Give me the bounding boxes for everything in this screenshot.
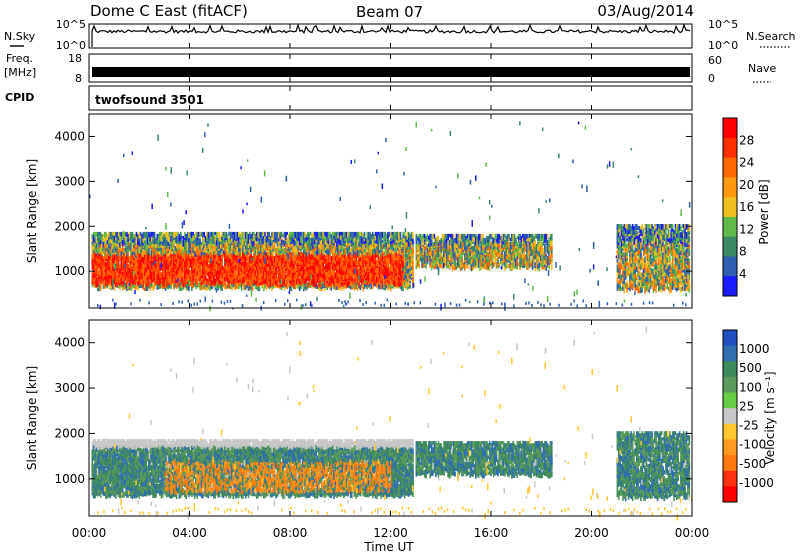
y-tick-label: 3000	[54, 174, 85, 188]
velocity-colorbar-tick: 100	[739, 380, 762, 394]
power-colorbar-swatch	[723, 237, 737, 257]
power-colorbar-tick: 4	[739, 267, 747, 281]
velocity-colorbar-swatch	[723, 486, 737, 502]
date-label: 03/Aug/2014	[597, 2, 694, 20]
x-tick-label: 16:00	[474, 526, 509, 540]
power-colorbar-tick: 20	[739, 178, 754, 192]
cpid-label: CPID	[5, 91, 34, 104]
nave-label: Nave	[748, 62, 776, 75]
power-colorbar-tick: 16	[739, 200, 754, 214]
power-colorbar: 4 8 12 16 20 24 28	[723, 118, 754, 297]
x-tick-label: 12:00	[373, 526, 408, 540]
x-tick-label: 04:00	[172, 526, 207, 540]
velocity-colorbar-swatch	[723, 424, 737, 440]
velocity-colorbar-swatch	[723, 471, 737, 487]
time-axis-label: Time UT	[363, 540, 414, 554]
power-colorbar-tick: 8	[739, 245, 747, 259]
velocity-colorbar-tick: 1000	[739, 342, 770, 356]
velocity-colorbar-swatch	[723, 346, 737, 362]
nsky-label: N.Sky	[4, 30, 36, 43]
x-tick-label: 00:00	[72, 526, 107, 540]
nave-tick-bottom: 0	[708, 72, 715, 85]
velocity-colorbar-swatch	[723, 377, 737, 393]
y-tick-label: 1000	[54, 264, 85, 278]
power-colorbar-label: Power [dB]	[757, 179, 771, 244]
power-colorbar-swatch	[723, 276, 737, 296]
cpid-value: twofsound 3501	[95, 93, 204, 107]
velocity-ylabel: Slant Range [km]	[25, 366, 39, 470]
nsky-tick-top: 10^5	[56, 18, 86, 31]
y-tick-label: 4000	[54, 129, 85, 143]
velocity-colorbar-swatch	[723, 361, 737, 377]
y-tick-label: 2000	[54, 426, 85, 440]
power-colorbar-tick: 24	[739, 156, 754, 170]
power-colorbar-swatch	[723, 118, 737, 138]
power-colorbar-tick: 12	[739, 222, 754, 236]
nave-tick-top: 60	[708, 54, 722, 67]
velocity-colorbar-label: Velocity [m s⁻¹]	[763, 371, 777, 464]
beam-label: Beam 07	[356, 3, 423, 21]
velocity-colorbar-tick: -1000	[739, 476, 774, 490]
power-colorbar-tick: 28	[739, 133, 754, 147]
nsky-tick-bottom: 10^0	[56, 39, 86, 52]
radar-title: Dome C East (fitACF)	[90, 2, 248, 20]
nsearch-tick-top: 10^5	[708, 18, 738, 31]
power-colorbar-swatch	[723, 217, 737, 237]
freq-trace	[92, 67, 690, 77]
velocity-colorbar-tick: 500	[739, 361, 762, 375]
x-tick-label: 08:00	[273, 526, 308, 540]
power-colorbar-swatch	[723, 158, 737, 178]
velocity-colorbar-tick: 25	[739, 399, 754, 413]
nsearch-tick-bottom: 10^0	[708, 39, 738, 52]
power-colorbar-swatch	[723, 256, 737, 276]
velocity-colorbar-swatch	[723, 330, 737, 346]
y-tick-label: 4000	[54, 336, 85, 350]
freq-label-top: Freq.	[6, 52, 33, 65]
power-colorbar-swatch	[723, 197, 737, 217]
freq-tick-top: 18	[68, 52, 82, 65]
power-colorbar-swatch	[723, 138, 737, 158]
nsearch-label: N.Search	[746, 30, 796, 43]
velocity-colorbar-swatch	[723, 408, 737, 424]
power-colorbar-swatch	[723, 177, 737, 197]
power-ylabel: Slant Range [km]	[25, 159, 39, 263]
y-tick-label: 1000	[54, 472, 85, 486]
freq-tick-bottom: 8	[75, 72, 82, 85]
velocity-colorbar-swatch	[723, 439, 737, 455]
velocity-colorbar-tick: -25	[739, 419, 759, 433]
x-tick-label: 00:00	[675, 526, 710, 540]
velocity-colorbar-swatch	[723, 455, 737, 471]
x-tick-label: 20:00	[574, 526, 609, 540]
velocity-colorbar-swatch	[723, 393, 737, 409]
y-tick-label: 2000	[54, 219, 85, 233]
y-tick-label: 3000	[54, 381, 85, 395]
freq-label-bottom: [MHz]	[4, 66, 36, 79]
